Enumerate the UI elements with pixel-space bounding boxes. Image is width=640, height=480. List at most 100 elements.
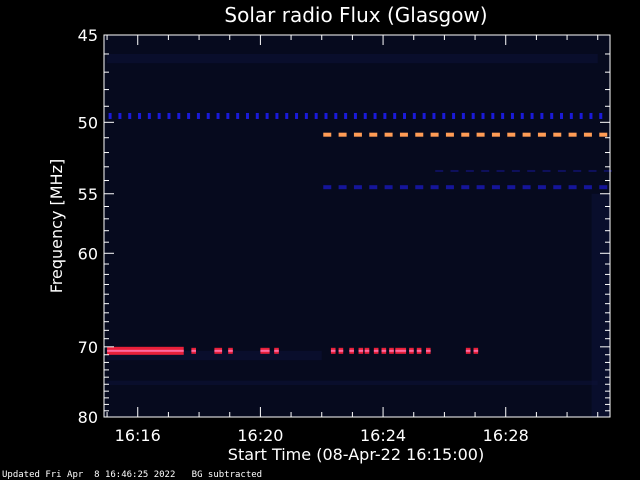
dotted-line-mark <box>383 112 387 119</box>
burst-core <box>214 349 223 352</box>
x-tick-label: 16:16 <box>115 426 161 445</box>
dotted-line-mark <box>461 112 465 119</box>
dotted-line-mark <box>245 112 249 119</box>
dotted-line-mark <box>540 112 544 119</box>
burst-core <box>274 349 279 352</box>
background-texture <box>591 193 610 417</box>
dashed-line-mark <box>461 185 470 190</box>
faint-line-mark <box>465 169 474 172</box>
dashed-line-mark <box>583 185 592 190</box>
faint-line-mark <box>496 169 505 172</box>
burst-core <box>381 349 387 352</box>
faint-line-mark <box>450 169 459 172</box>
dashed-line-mark <box>353 185 362 190</box>
burst-core <box>465 349 471 352</box>
burst-core <box>395 349 407 352</box>
dotted-line-mark <box>550 112 554 119</box>
dotted-line-mark <box>334 112 338 119</box>
burst-core <box>473 349 479 352</box>
dashed-line-mark <box>491 132 500 137</box>
y-axis-label: Frequency [MHz] <box>47 159 66 293</box>
dotted-line-mark <box>206 112 210 119</box>
faint-line-mark <box>557 169 566 172</box>
dashed-line-mark <box>338 132 347 137</box>
background-texture <box>107 350 322 361</box>
dashed-line-mark <box>430 185 439 190</box>
y-tick-label: 70 <box>78 338 98 357</box>
dashed-line-mark <box>507 132 516 137</box>
burst-core <box>373 349 379 352</box>
dotted-line-mark <box>344 112 348 119</box>
dotted-line-mark <box>599 112 603 119</box>
dotted-line-mark <box>324 112 328 119</box>
dashed-line-mark <box>445 185 454 190</box>
dotted-line-mark <box>275 112 279 119</box>
dotted-line-mark <box>432 112 436 119</box>
dashed-line-mark <box>369 132 378 137</box>
dashed-line-mark <box>553 132 562 137</box>
dashed-line-mark <box>599 132 608 137</box>
faint-line-mark <box>435 169 444 172</box>
dotted-line-mark <box>363 112 367 119</box>
dotted-line-mark <box>412 112 416 119</box>
dotted-line-mark <box>403 112 406 119</box>
x-tick-label: 16:24 <box>360 426 406 445</box>
dashed-line-mark <box>476 185 485 190</box>
faint-line-mark <box>603 169 612 172</box>
dashed-line-mark <box>369 185 378 190</box>
dotted-line-mark <box>373 112 377 119</box>
dotted-line-mark <box>491 112 495 119</box>
dotted-line-mark <box>216 112 220 119</box>
dotted-line-mark <box>255 112 259 119</box>
dashed-line-mark <box>384 132 393 137</box>
burst-core <box>191 349 196 352</box>
dotted-line-mark <box>481 112 485 119</box>
dotted-line-mark <box>501 112 505 119</box>
background-texture <box>107 380 598 385</box>
dotted-line-mark <box>304 112 308 119</box>
y-axis: 45 50 55 60 70 80 <box>78 26 610 427</box>
dotted-line-mark <box>285 112 289 119</box>
dashed-line-mark <box>323 185 332 190</box>
dotted-line-mark <box>569 112 573 119</box>
x-tick-label: 16:28 <box>483 426 529 445</box>
dashed-line-mark <box>323 132 332 137</box>
updated-timestamp: Updated Fri Apr 8 16:46:25 2022 <box>2 470 176 480</box>
y-tick-label: 55 <box>78 185 98 204</box>
dashed-line-mark <box>522 132 531 137</box>
faint-line-mark <box>542 169 551 172</box>
y-tick-label: 60 <box>78 244 98 263</box>
dashed-line-mark <box>599 185 608 190</box>
y-tick-label: 80 <box>78 408 98 427</box>
dashed-line-mark <box>491 185 500 190</box>
burst-core <box>364 349 370 352</box>
dotted-line-mark <box>353 112 357 119</box>
dotted-line-mark <box>530 112 534 119</box>
dotted-line-mark <box>167 112 171 119</box>
dotted-line-mark <box>196 112 200 119</box>
dashed-line-mark <box>553 185 562 190</box>
faint-line-mark <box>481 169 490 172</box>
dotted-line-mark <box>422 112 426 119</box>
dotted-line-mark <box>579 112 583 119</box>
x-tick-label: 16:20 <box>237 426 283 445</box>
faint-line-mark <box>588 169 597 172</box>
burst-core <box>409 349 414 352</box>
dashed-line-mark <box>415 185 424 190</box>
dotted-line-mark <box>442 112 446 119</box>
faint-line-mark <box>527 169 536 172</box>
dashed-line-mark <box>384 185 393 190</box>
y-tick-label: 45 <box>78 26 98 45</box>
dashed-line-mark <box>568 185 577 190</box>
burst-core <box>330 349 336 352</box>
plot-frame <box>103 34 611 418</box>
dotted-line-mark <box>560 112 564 119</box>
dashed-line-mark <box>399 132 408 137</box>
dashed-line-mark <box>461 132 470 137</box>
dashed-line-mark <box>445 132 454 137</box>
dashed-line-mark <box>568 132 577 137</box>
dotted-line-mark <box>295 112 299 119</box>
continuous-band-core <box>107 349 184 352</box>
dashed-line-mark <box>415 132 424 137</box>
dotted-line-mark <box>226 112 230 119</box>
